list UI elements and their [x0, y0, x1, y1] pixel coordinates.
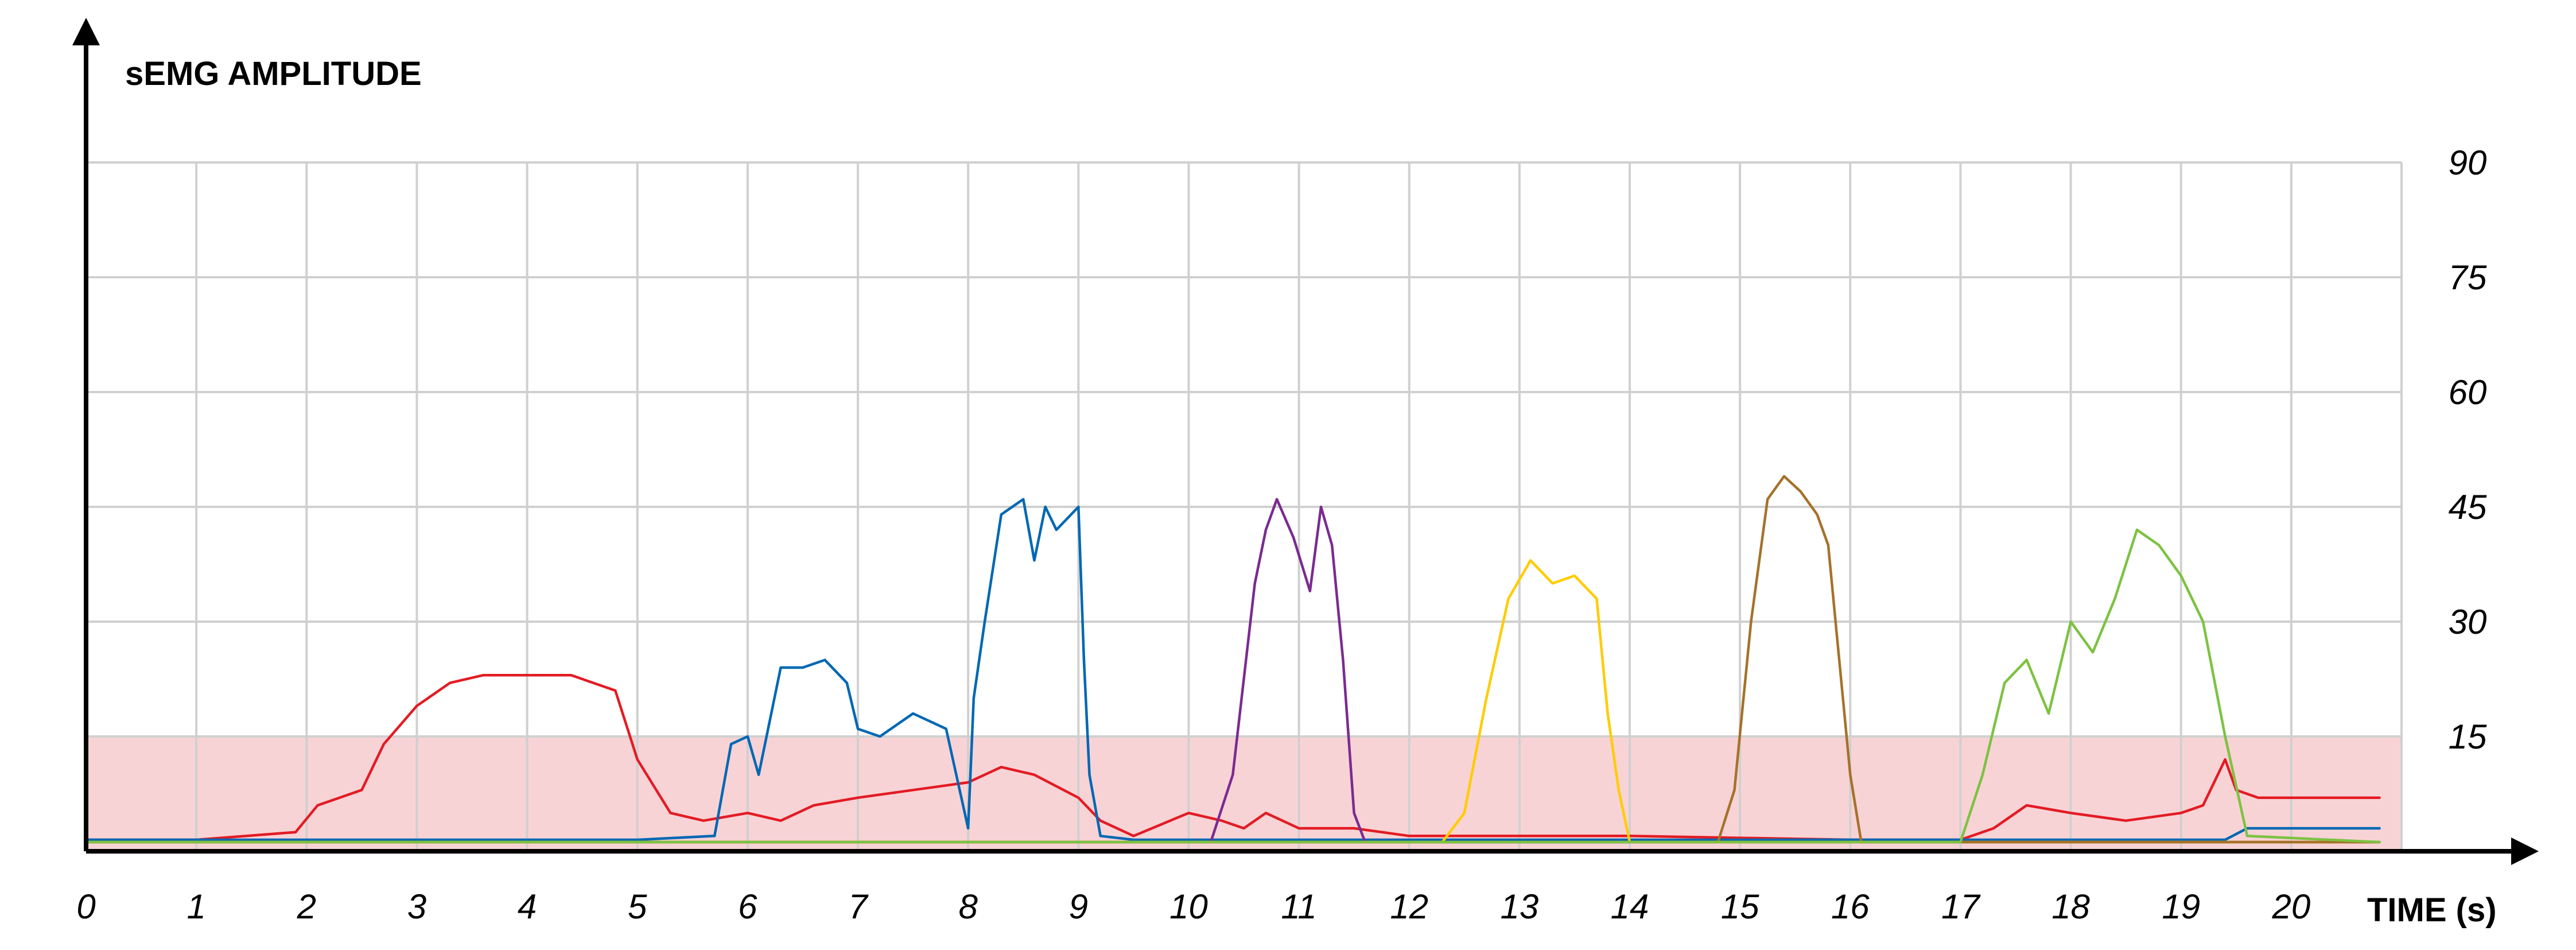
gridlines: [86, 161, 2403, 851]
x-tick-label: 18: [2052, 887, 2090, 926]
series-line-2: [84, 498, 2381, 842]
y-tick-label: 60: [2449, 373, 2487, 412]
x-tick-label: 7: [848, 887, 869, 926]
y-tick-label: 45: [2449, 488, 2487, 526]
series-line-1: [84, 674, 2381, 842]
x-tick-label: 9: [1069, 887, 1088, 926]
x-tick-label: 10: [1170, 887, 1208, 926]
x-tick-label: 2: [297, 887, 316, 926]
x-tick-label: 3: [407, 887, 426, 926]
series-line-5: [84, 475, 2381, 844]
x-tick-label: 19: [2162, 887, 2200, 926]
y-tick-label: 15: [2449, 718, 2487, 756]
x-tick-label: 16: [1831, 887, 1870, 926]
y-tick-label: 90: [2449, 144, 2487, 182]
y-tick-label: 30: [2449, 603, 2487, 641]
x-tick-label: 11: [1281, 887, 1316, 926]
x-tick-label: 14: [1611, 887, 1649, 926]
threshold-band: [86, 736, 2402, 851]
y-tick-labels: 15 30 45 60 75 90: [2449, 144, 2487, 756]
x-axis-title: TIME (s): [2367, 891, 2497, 929]
x-tick-label: 17: [1941, 887, 1981, 926]
x-tick-label: 15: [1721, 887, 1759, 926]
x-tick-label: 4: [518, 887, 537, 926]
x-tick-label: 20: [2271, 887, 2310, 926]
x-tick-label: 1: [187, 887, 205, 926]
y-axis-title: sEMG AMPLITUDE: [125, 55, 422, 92]
x-tick-label: 13: [1500, 887, 1538, 926]
x-tick-labels: 0 1 2 3 4 5 6 7 8 9 10 11 12 13 14 15 16 17 18 19 20: [76, 887, 2310, 926]
series-line-6: [84, 528, 2381, 844]
series-line-3: [84, 498, 2381, 844]
x-tick-label: 12: [1390, 887, 1428, 926]
x-tick-label: 8: [958, 887, 978, 926]
series-line-4: [84, 559, 2381, 844]
x-tick-label: 0: [76, 887, 95, 926]
series-group: [84, 475, 2381, 844]
y-tick-label: 75: [2449, 258, 2487, 297]
x-tick-label: 6: [738, 887, 757, 926]
x-tick-label: 5: [628, 887, 647, 926]
